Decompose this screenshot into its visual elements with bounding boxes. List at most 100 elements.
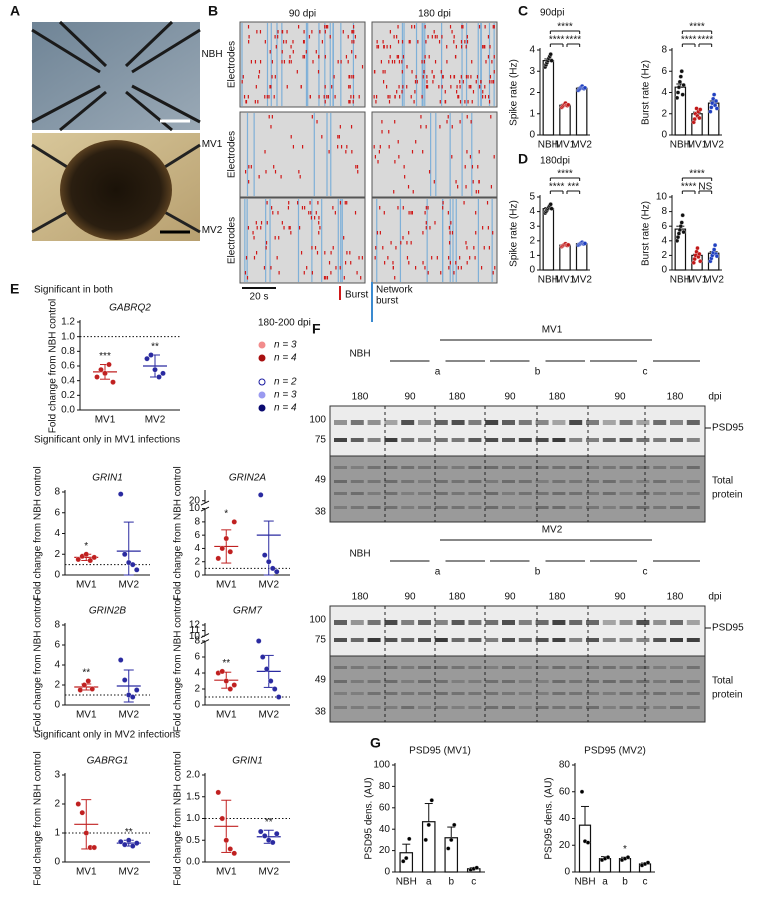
- panel-label: B: [208, 3, 218, 19]
- scale-label: 20 s: [250, 292, 269, 303]
- data-point: [678, 224, 683, 229]
- band: [586, 706, 599, 709]
- legend-label: Burst: [345, 290, 369, 301]
- column-header: 180 dpi: [418, 9, 451, 20]
- data-point: [133, 840, 140, 846]
- band: [670, 492, 683, 495]
- band: [384, 666, 398, 669]
- axis-break-mark: [200, 506, 210, 512]
- x-tick-label: NBH: [396, 877, 417, 888]
- chart-title: GABRQ2: [109, 303, 151, 314]
- data-point: [227, 686, 233, 692]
- panel-title: 90dpi: [540, 8, 564, 19]
- band: [670, 692, 683, 695]
- y-axis-label: Fold change from NBH control: [33, 466, 44, 601]
- band: [418, 620, 431, 625]
- data-point: [708, 109, 713, 114]
- legend-title: 180-200 dpi: [258, 318, 311, 329]
- band: [418, 466, 431, 469]
- band: [586, 666, 599, 669]
- dpi-label: 180: [449, 392, 466, 403]
- row-label: MV2: [202, 225, 223, 236]
- dpi-label: 180: [352, 392, 369, 403]
- significance: *: [623, 844, 627, 855]
- band: [401, 706, 415, 709]
- data-point: [219, 668, 225, 675]
- band: [502, 480, 515, 483]
- section-title: Significant only in MV2 infections: [34, 730, 180, 741]
- significance: **: [265, 817, 273, 828]
- sig-label: ****: [557, 22, 573, 33]
- band: [434, 480, 448, 483]
- data-point: [677, 79, 683, 85]
- band: [636, 680, 650, 683]
- band: [367, 638, 381, 642]
- blot-top: [329, 605, 706, 657]
- y-tick-label: 60: [559, 786, 571, 797]
- band: [586, 420, 599, 425]
- band-label: Total: [712, 476, 733, 487]
- blot-top: [329, 405, 706, 457]
- x-tick-label: MV1: [76, 710, 97, 721]
- band: [384, 680, 398, 683]
- band: [686, 666, 700, 669]
- data-point: [215, 555, 221, 562]
- band: [653, 492, 667, 495]
- raster: [371, 21, 498, 108]
- y-tick-label: 0: [384, 867, 390, 878]
- band: [602, 620, 616, 625]
- y-tick-label: 3: [529, 221, 535, 232]
- legend-label: n = 3: [274, 340, 297, 351]
- band: [502, 692, 515, 695]
- data-point: [144, 355, 150, 362]
- band: [485, 692, 499, 695]
- band: [535, 706, 549, 709]
- data-point: [267, 678, 274, 684]
- band: [485, 420, 499, 425]
- band: [350, 666, 364, 669]
- band: [434, 438, 448, 442]
- band: [670, 466, 683, 469]
- band: [350, 692, 364, 695]
- data-point: [407, 836, 412, 841]
- data-point: [133, 687, 140, 693]
- dpi-label: dpi: [708, 392, 721, 403]
- band: [350, 620, 364, 625]
- band: [418, 680, 431, 683]
- legend-marker: [258, 341, 266, 349]
- chart-title: GRIN1: [92, 473, 123, 484]
- y-tick-label: 0: [529, 130, 535, 141]
- band: [434, 706, 448, 709]
- bar: [674, 228, 687, 271]
- x-tick-label: NBH: [538, 140, 559, 151]
- band: [602, 706, 616, 709]
- panel-label: D: [518, 151, 528, 167]
- y-tick-label: 6: [194, 530, 200, 541]
- sig-label: ****: [549, 35, 565, 46]
- bar: [421, 821, 436, 873]
- data-point: [118, 657, 124, 663]
- band: [686, 638, 700, 642]
- y-axis-label: Fold change from NBH control: [173, 751, 184, 886]
- band: [619, 692, 633, 695]
- panel-label: G: [370, 735, 381, 751]
- data-point: [83, 830, 90, 836]
- band: [619, 466, 633, 469]
- panel-label: E: [10, 281, 19, 297]
- band: [535, 480, 549, 483]
- dpi-label: 180: [352, 592, 369, 603]
- data-point: [625, 855, 631, 860]
- significance: **: [222, 658, 230, 669]
- band: [502, 438, 515, 442]
- data-point: [680, 92, 685, 97]
- band: [619, 680, 633, 683]
- band: [401, 480, 415, 483]
- data-point: [275, 694, 282, 700]
- band: [334, 692, 347, 695]
- band: [367, 706, 381, 709]
- x-tick-label: MV2: [145, 415, 166, 426]
- band: [653, 420, 667, 425]
- y-tick-label: 40: [379, 824, 391, 835]
- y-axis-label: Fold change from NBH control: [48, 299, 59, 434]
- band: [451, 420, 465, 425]
